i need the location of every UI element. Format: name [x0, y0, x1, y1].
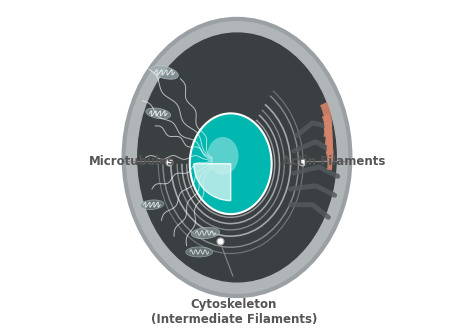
- Ellipse shape: [146, 108, 171, 119]
- Ellipse shape: [207, 137, 238, 175]
- Text: Actin Filaments: Actin Filaments: [282, 155, 385, 168]
- Ellipse shape: [186, 247, 213, 257]
- Ellipse shape: [124, 19, 350, 296]
- Text: Cytoskeleton
(Intermediate Filaments): Cytoskeleton (Intermediate Filaments): [151, 298, 317, 326]
- Ellipse shape: [140, 200, 164, 210]
- Text: Microtubules: Microtubules: [89, 155, 175, 168]
- Ellipse shape: [190, 114, 272, 214]
- Ellipse shape: [191, 227, 219, 239]
- Ellipse shape: [138, 33, 336, 282]
- Ellipse shape: [151, 65, 178, 79]
- Wedge shape: [194, 164, 231, 201]
